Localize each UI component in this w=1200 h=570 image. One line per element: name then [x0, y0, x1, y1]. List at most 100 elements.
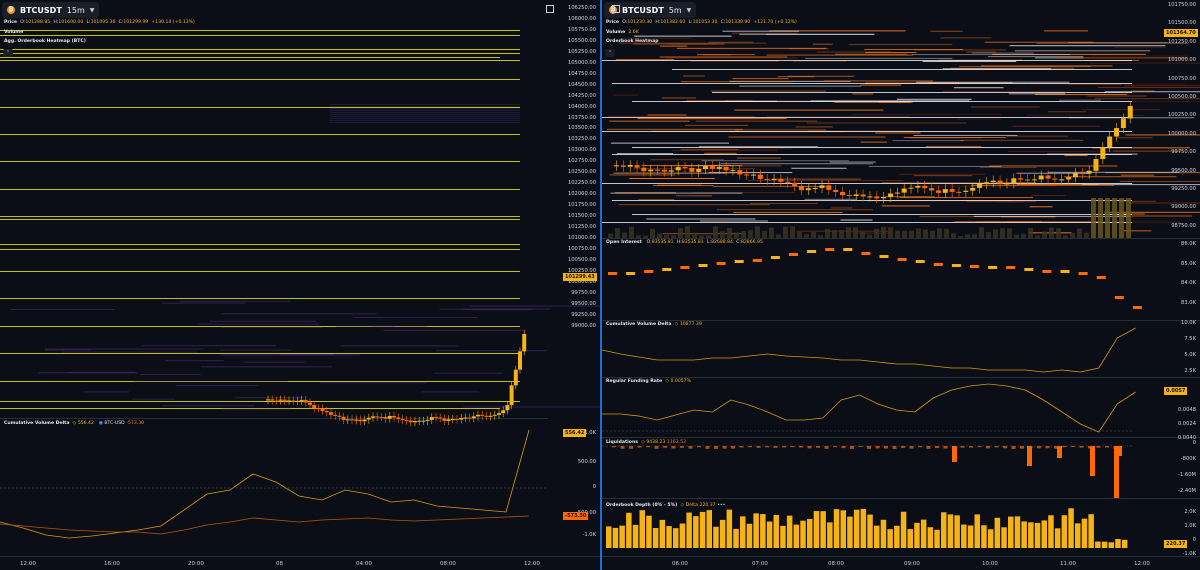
- liquidation-bar: [1028, 446, 1033, 448]
- candle: [1107, 136, 1113, 148]
- depth-bar: [786, 515, 793, 548]
- heatmap-cell: [1117, 137, 1153, 139]
- heatmap-cell: [898, 173, 986, 175]
- chevron-down-icon[interactable]: ▼: [686, 6, 692, 14]
- volume-bar: [909, 230, 914, 238]
- panel-divider[interactable]: [600, 0, 602, 570]
- heatmap-cell: [973, 215, 1131, 217]
- candle: [860, 194, 866, 197]
- candle: [675, 167, 681, 171]
- orderbook-wall-line: [602, 131, 1132, 132]
- heatmap-cell: [701, 160, 849, 162]
- volume-bar: [643, 235, 648, 238]
- oi-bar: [734, 260, 744, 263]
- volume-bar: [608, 233, 613, 238]
- more-options-icon[interactable]: •••: [717, 503, 726, 508]
- heatmap-cell: [852, 93, 874, 95]
- oi-bar: [951, 264, 961, 267]
- depth-bar: [1095, 541, 1101, 548]
- cvd-line: [602, 327, 1136, 373]
- time-tick: 07:00: [752, 561, 768, 567]
- left-price-axis[interactable]: 106250.00 106000.00 105750.00 105500.00 1052…: [548, 0, 600, 570]
- candle: [1038, 175, 1044, 180]
- orderbook-wall-line: [0, 79, 520, 80]
- right-price-tick: 99500.00: [1171, 167, 1196, 174]
- heatmap-cell: [851, 114, 1002, 116]
- right-value-axes[interactable]: 101750.00 101500.00 101250.00 101000.00 1007…: [1134, 0, 1200, 570]
- pane-separator: [602, 556, 1200, 557]
- liquidation-bar: [773, 446, 778, 448]
- heatmap-cell: [739, 85, 862, 87]
- candle: [922, 185, 928, 189]
- liquidation-bar: [892, 446, 897, 449]
- pane-separator: [0, 418, 548, 419]
- depth-bar: [686, 512, 692, 548]
- depth-bar: [706, 510, 712, 548]
- left-price-tick: 99250.00: [571, 311, 596, 318]
- candle: [1018, 178, 1024, 180]
- orderbook-wall-line: [712, 92, 1132, 93]
- heatmap-cell: [222, 408, 291, 410]
- liquidation-bar: [858, 446, 863, 448]
- collapse-legend-button[interactable]: ⌃: [3, 49, 13, 57]
- heatmap-cell: [161, 302, 245, 304]
- volume-bar: [846, 227, 851, 238]
- right-price-tick: 100250.00: [1167, 112, 1196, 119]
- left-price-tick: 102000.00: [567, 191, 596, 198]
- heatmap-cell: [860, 141, 888, 143]
- liquidation-bar: [1003, 446, 1007, 449]
- volume-bar: [636, 235, 641, 238]
- liq-tick: -800K: [1180, 456, 1196, 462]
- right-timeframe[interactable]: 5m: [668, 5, 682, 15]
- left-price-tick: 104500.00: [567, 81, 596, 88]
- heatmap-cell: [637, 118, 787, 120]
- liquidation-bar: [790, 446, 795, 448]
- heatmap-cell: [703, 148, 792, 150]
- heatmap-cell: [613, 172, 727, 174]
- right-chart-panel[interactable]: ₿ BTCUSDT 5m ▼ Price O:101230.30 H:10138…: [602, 0, 1200, 570]
- heatmap-cell: [1113, 215, 1193, 217]
- fullscreen-icon[interactable]: [612, 5, 620, 13]
- cvd-line-a: [0, 429, 530, 539]
- left-chart-panel[interactable]: ₿ BTCUSDT 15m ▼ Price O:101288.85 H:1016…: [0, 0, 600, 570]
- liquidation-bar: [722, 446, 727, 449]
- heatmap-cell: [668, 43, 716, 45]
- heatmap-cell: [680, 81, 793, 83]
- candle: [812, 187, 818, 189]
- right-chart-canvas[interactable]: [602, 0, 1200, 570]
- fullscreen-icon[interactable]: [546, 5, 554, 13]
- heatmap-cell: [616, 172, 751, 174]
- volume-bar: [1070, 232, 1075, 238]
- candle: [417, 420, 422, 422]
- heatmap-cell: [613, 94, 639, 96]
- heatmap-cell: [1120, 101, 1200, 103]
- candle: [1127, 106, 1133, 119]
- time-tick: 06:00: [672, 561, 688, 567]
- volume-bar: [1091, 198, 1096, 238]
- chevron-down-icon[interactable]: ▼: [89, 6, 95, 14]
- orderbook-wall-line: [0, 298, 520, 299]
- candle: [757, 174, 763, 179]
- left-symbol-selector[interactable]: ₿ BTCUSDT 15m ▼: [2, 2, 100, 18]
- heatmap-cell: [608, 115, 756, 117]
- heatmap-cell: [1090, 55, 1187, 57]
- heatmap-cell: [162, 405, 256, 407]
- liquidation-bar: [1088, 446, 1092, 449]
- left-price-tick: 105250.00: [567, 48, 596, 55]
- collapse-legend-button[interactable]: ⌃: [605, 49, 615, 57]
- left-chart-canvas[interactable]: [0, 0, 600, 570]
- depth-bar: [1088, 514, 1094, 548]
- heatmap-cell: [219, 354, 361, 356]
- candle: [737, 170, 743, 175]
- heatmap-cell: [175, 385, 258, 387]
- depth-tick: 2.0K: [1184, 509, 1196, 515]
- candle: [771, 179, 777, 181]
- heatmap-cell: [1068, 83, 1122, 85]
- depth-bar: [679, 523, 686, 548]
- pane-separator: [602, 320, 1200, 321]
- depth-bar: [833, 509, 840, 548]
- depth-bar: [639, 510, 645, 548]
- left-timeframe[interactable]: 15m: [66, 5, 85, 15]
- volume-bar: [664, 235, 669, 238]
- volume-bar: [825, 229, 830, 238]
